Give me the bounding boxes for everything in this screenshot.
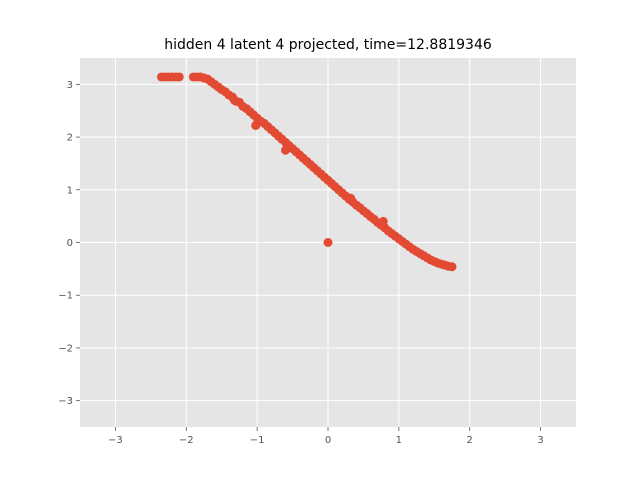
x-tick-label: −1 — [250, 435, 265, 446]
data-point — [251, 120, 261, 130]
y-tick-label: −1 — [58, 291, 73, 302]
y-tick-label: 1 — [67, 185, 73, 196]
y-tick-label: 0 — [67, 238, 73, 249]
data-point — [323, 238, 333, 247]
y-tick-label: −2 — [58, 343, 73, 354]
x-tick-label: −2 — [179, 435, 194, 446]
x-tick-label: −3 — [108, 435, 123, 446]
data-point — [447, 262, 457, 272]
x-tick-label: 2 — [467, 435, 473, 446]
y-tick-label: −3 — [58, 396, 73, 407]
y-tick-label: 2 — [67, 133, 73, 144]
data-point — [280, 145, 290, 155]
y-tick-label: 3 — [67, 80, 73, 91]
x-tick-label: 0 — [325, 435, 331, 446]
data-point — [346, 193, 356, 203]
data-point — [378, 216, 388, 226]
x-tick-label: 1 — [396, 435, 402, 446]
chart-title: hidden 4 latent 4 projected, time=12.881… — [164, 37, 492, 53]
data-point — [174, 72, 184, 82]
x-tick-label: 3 — [537, 435, 543, 446]
data-points — [156, 72, 457, 272]
axis-ticks: −3 −2 −1 0 1 2 3 −3 −2 −1 0 1 2 3 — [58, 80, 544, 446]
data-point — [229, 95, 239, 105]
